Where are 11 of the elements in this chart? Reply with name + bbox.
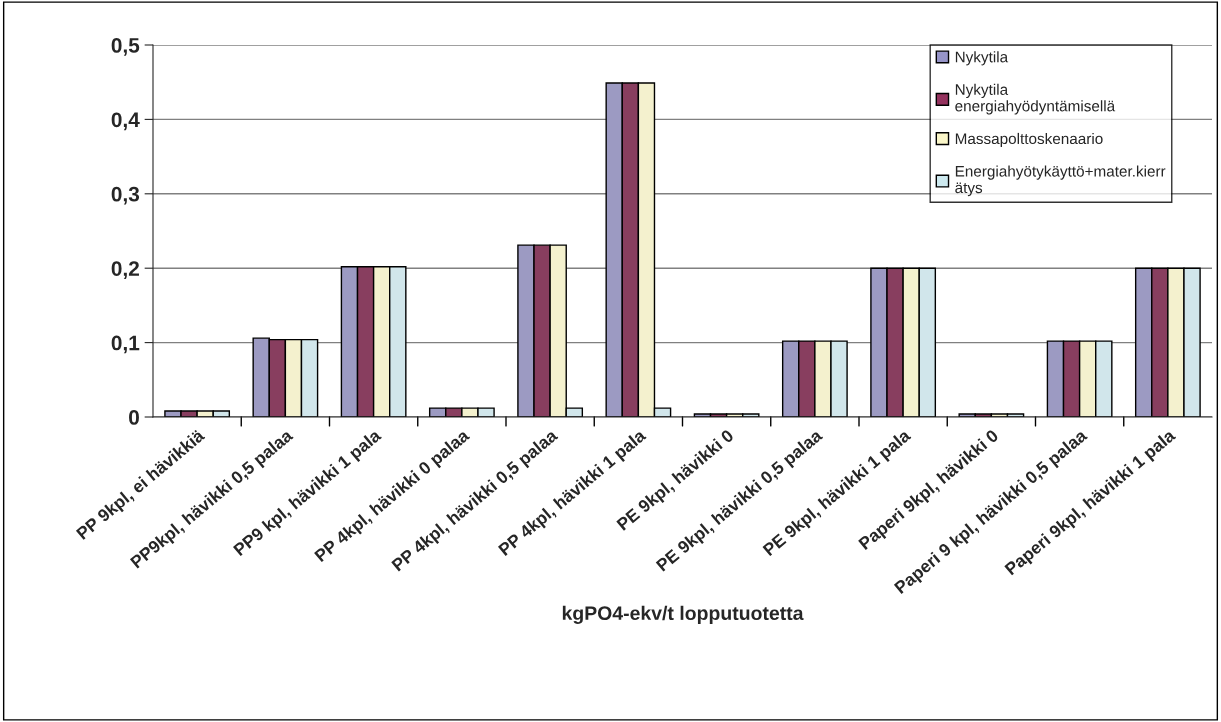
y-tick-label: 0,2 [111,261,139,279]
legend-label: Nykytila energiahyödyntämisellä [955,83,1116,115]
legend-label: Nykytila [955,51,1009,66]
y-tick-label: 0,1 [111,335,140,354]
y-tick-label: 0,3 [111,186,140,205]
y-tick-label: 0 [129,410,139,425]
y-tick-label: 0,4 [111,112,140,131]
legend-label: Energiahyötykäyttö+mater.kierr ätys [955,165,1166,197]
x-axis-title: kgPO4-ekv/t lopputuotetta [562,605,804,624]
y-tick-label: 0,5 [111,38,140,56]
legend-label: Massapolttoskenaario [955,132,1103,148]
